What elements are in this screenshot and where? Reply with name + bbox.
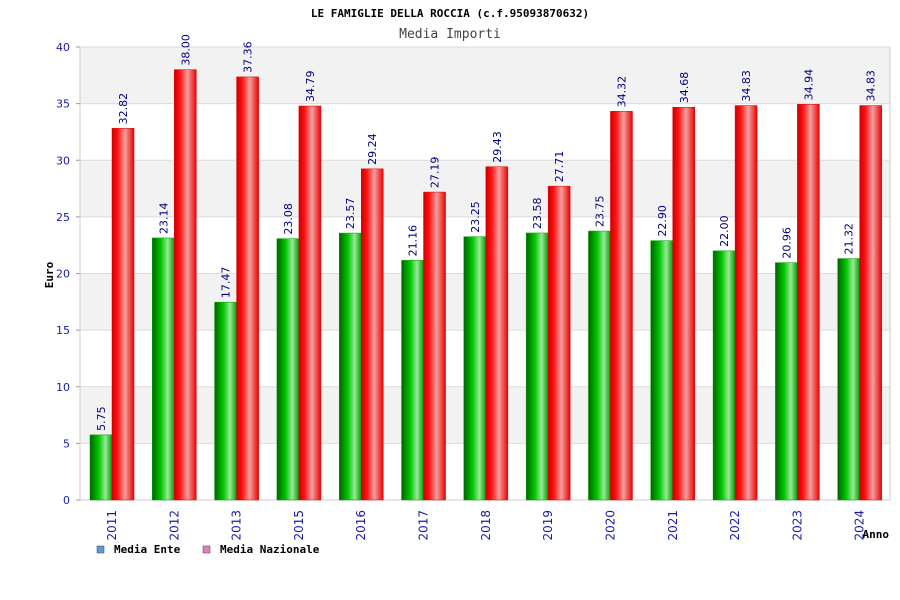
data-label: 34.68: [678, 72, 691, 104]
y-tick-label: 20: [56, 268, 70, 281]
x-tick-label-2020: 2020: [603, 510, 617, 541]
data-label: 38.00: [179, 34, 192, 66]
x-tick-label-2021: 2021: [666, 510, 680, 541]
data-label: 23.57: [344, 198, 357, 230]
y-tick-label: 40: [56, 41, 70, 54]
bar-media-nazionale-2011: [111, 128, 135, 501]
data-label: 23.14: [157, 202, 170, 234]
data-label: 34.32: [615, 76, 628, 108]
y-tick-label: 0: [63, 494, 70, 507]
bar-media-nazionale-2016: [360, 168, 384, 501]
data-label: 23.75: [593, 196, 606, 228]
chart-title: LE FAMIGLIE DELLA ROCCIA (c.f.9509387063…: [311, 7, 589, 20]
x-tick-label-2018: 2018: [479, 510, 493, 541]
data-label: 22.00: [718, 215, 731, 247]
legend-swatch: [96, 545, 105, 554]
x-tick-label-2023: 2023: [790, 510, 804, 541]
bar-media-nazionale-2019: [547, 185, 571, 501]
bar-media-ente-2015: [276, 238, 300, 501]
data-label: 23.25: [469, 201, 482, 233]
data-label: 27.71: [553, 151, 566, 183]
data-label: 29.43: [491, 131, 504, 163]
y-tick-label: 10: [56, 381, 70, 394]
x-tick-label-2015: 2015: [292, 510, 306, 541]
bar-media-nazionale-2024: [859, 105, 882, 501]
legend-label: Media Nazionale: [220, 543, 320, 556]
bar-media-ente-2016: [338, 232, 362, 501]
bar-media-ente-2020: [588, 230, 611, 501]
bar-media-nazionale-2023: [797, 104, 820, 501]
bar-media-nazionale-2012: [174, 69, 197, 501]
bar-media-ente-2011: [89, 434, 113, 501]
y-tick-label: 35: [56, 98, 70, 111]
y-axis-label: Euro: [43, 261, 56, 288]
data-label: 34.83: [865, 70, 878, 102]
x-tick-label-2019: 2019: [541, 510, 555, 541]
chart-subtitle: Media Importi: [399, 27, 501, 42]
bar-media-ente-2018: [463, 236, 487, 501]
bar-media-nazionale-2018: [485, 166, 509, 501]
legend-label: Media Ente: [114, 543, 181, 556]
data-label: 29.24: [366, 133, 379, 165]
bar-media-ente-2022: [712, 250, 736, 501]
y-tick-label: 15: [56, 324, 70, 337]
bar-media-ente-2024: [837, 258, 860, 501]
x-tick-label-2013: 2013: [230, 510, 244, 541]
grid-band: [80, 160, 890, 217]
bar-media-ente-2017: [401, 260, 424, 501]
data-label: 23.58: [531, 197, 544, 229]
data-label: 27.19: [429, 157, 442, 189]
legend-swatch: [202, 545, 211, 554]
grid-band: [80, 47, 890, 104]
y-tick-label: 25: [56, 211, 70, 224]
data-labels: 5.75 32.82 23.14 38.00 17.47 37.36 23.08 34.79 2…: [95, 34, 878, 431]
bar-media-nazionale-2015: [298, 105, 322, 501]
bar-media-ente-2023: [775, 262, 798, 501]
y-tick-label: 30: [56, 154, 70, 167]
bar-media-ente-2021: [650, 240, 674, 501]
x-axis: 2011 2012 2013 2015 2016 2017 2018 2019 2020 2021…: [105, 510, 867, 541]
x-tick-label-2012: 2012: [167, 510, 181, 541]
data-label: 23.08: [282, 203, 295, 235]
data-label: 21.16: [407, 225, 420, 257]
data-label: 20.96: [780, 227, 793, 259]
y-tick-label: 5: [63, 437, 70, 450]
data-label: 37.36: [242, 41, 255, 73]
bars: [89, 69, 882, 501]
bar-media-nazionale-2022: [734, 105, 758, 501]
data-label: 22.90: [656, 205, 669, 237]
data-label: 34.83: [740, 70, 753, 102]
data-label: 21.32: [843, 223, 856, 255]
x-axis-label: Anno: [863, 528, 890, 541]
bar-media-nazionale-2017: [423, 191, 446, 501]
data-label: 5.75: [95, 406, 108, 431]
bar-media-ente-2019: [525, 232, 549, 501]
bar-media-nazionale-2020: [610, 111, 633, 501]
data-label: 17.47: [220, 267, 233, 299]
data-label: 32.82: [117, 93, 130, 125]
x-tick-label-2017: 2017: [417, 510, 431, 541]
bar-media-ente-2012: [152, 237, 175, 501]
data-label: 34.94: [802, 69, 815, 101]
bar-media-nazionale-2021: [672, 106, 696, 501]
x-tick-label-2011: 2011: [105, 510, 119, 541]
x-tick-label-2022: 2022: [728, 510, 742, 541]
legend: Media Ente Media Nazionale: [96, 543, 320, 556]
x-tick-label-2016: 2016: [354, 510, 368, 541]
bar-media-nazionale-2013: [236, 76, 259, 501]
data-label: 34.79: [304, 71, 317, 103]
x-tick-label-2024: 2024: [853, 510, 867, 541]
bar-media-ente-2013: [214, 301, 237, 501]
